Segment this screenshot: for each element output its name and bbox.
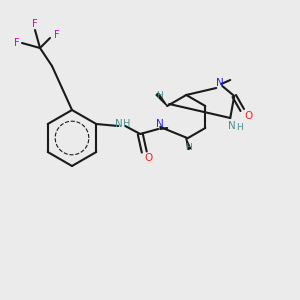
Text: N: N [216, 78, 224, 88]
Text: H: H [156, 92, 163, 100]
Text: N: N [228, 121, 236, 131]
Text: H: H [236, 124, 243, 133]
Polygon shape [156, 93, 167, 106]
Text: F: F [54, 30, 60, 40]
Text: H: H [185, 142, 192, 152]
Text: F: F [32, 19, 38, 29]
Text: O: O [244, 111, 252, 121]
Text: N: N [116, 119, 123, 129]
Polygon shape [186, 139, 191, 149]
Text: N: N [156, 119, 164, 129]
Text: H: H [123, 119, 130, 129]
Text: F: F [14, 38, 20, 48]
Text: O: O [144, 153, 152, 163]
